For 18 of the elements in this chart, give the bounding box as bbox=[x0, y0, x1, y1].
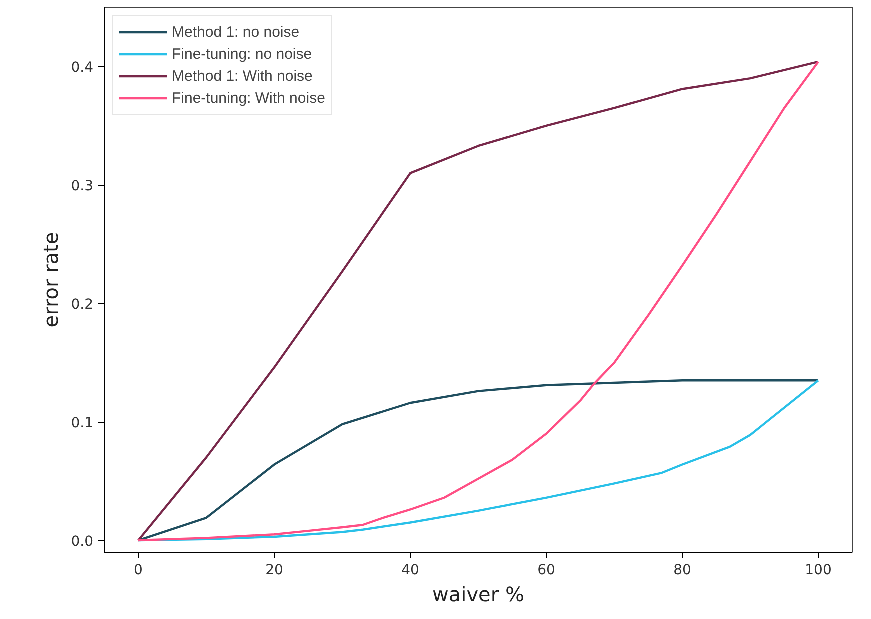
y-tick-label: 0.4 bbox=[71, 60, 94, 76]
y-tick-label: 0.1 bbox=[71, 416, 94, 432]
x-tick-label: 100 bbox=[805, 562, 832, 578]
y-tick-label: 0.2 bbox=[71, 297, 94, 314]
x-axis-title: waiver % bbox=[432, 582, 524, 606]
legend-label: Fine-tuning: With noise bbox=[172, 88, 326, 108]
legend-label: Method 1: no noise bbox=[172, 22, 300, 42]
legend-label: Fine-tuning: no noise bbox=[172, 44, 312, 64]
line-series bbox=[137, 60, 820, 542]
x-tick-label: 20 bbox=[266, 562, 284, 578]
y-tick-label: 0.3 bbox=[71, 178, 94, 195]
legend-label: Method 1: With noise bbox=[172, 66, 313, 86]
x-tick-label: 80 bbox=[674, 562, 692, 578]
x-tick-label: 60 bbox=[538, 562, 556, 578]
y-tick-label: 0.0 bbox=[71, 534, 94, 550]
x-tick-label: 40 bbox=[402, 562, 420, 578]
y-axis-title: error rate bbox=[39, 232, 64, 328]
x-tick-label: 0 bbox=[134, 562, 143, 578]
